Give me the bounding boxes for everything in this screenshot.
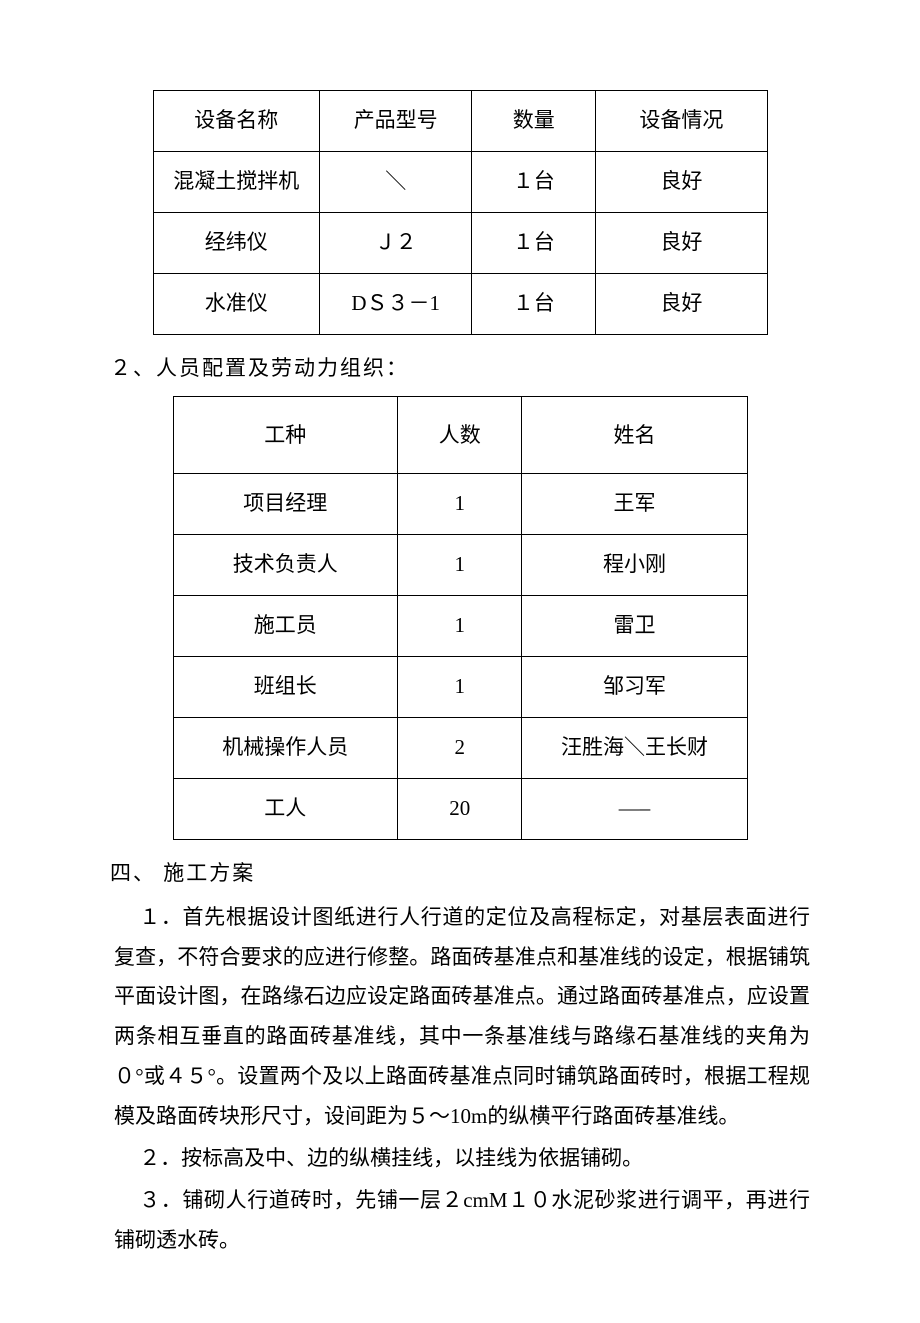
cell: 邹习军: [522, 657, 747, 718]
cell: 项目经理: [173, 474, 398, 535]
cell: 施工员: [173, 596, 398, 657]
cell: 良好: [596, 151, 767, 212]
cell: 混凝土搅拌机: [153, 151, 320, 212]
cell: １台: [472, 151, 596, 212]
cell: 1: [398, 535, 522, 596]
cell: 2: [398, 718, 522, 779]
cell: 雷卫: [522, 596, 747, 657]
cell: 汪胜海＼王长财: [522, 718, 747, 779]
cell: 1: [398, 474, 522, 535]
table-row: 工人 20 —–: [173, 778, 747, 839]
table-row: 项目经理 1 王军: [173, 474, 747, 535]
table-row: 班组长 1 邹习军: [173, 657, 747, 718]
cell: 王军: [522, 474, 747, 535]
table-row: 技术负责人 1 程小刚: [173, 535, 747, 596]
table-row: 机械操作人员 2 汪胜海＼王长财: [173, 718, 747, 779]
cell: DＳ３－1: [320, 273, 472, 334]
cell: 1: [398, 657, 522, 718]
table-header-row: 设备名称 产品型号 数量 设备情况: [153, 91, 767, 152]
col-header: 设备情况: [596, 91, 767, 152]
equipment-table: 设备名称 产品型号 数量 设备情况 混凝土搅拌机 ＼ １台 良好 经纬仪 Ｊ２ …: [153, 90, 768, 335]
table-row: 施工员 1 雷卫: [173, 596, 747, 657]
col-header: 人数: [398, 397, 522, 474]
paragraph-3: ３．铺砌人行道砖时，先铺一层２cmM１０水泥砂浆进行调平，再进行铺砌透水砖。: [110, 1181, 810, 1261]
cell: 经纬仪: [153, 212, 320, 273]
table-row: 水准仪 DＳ３－1 １台 良好: [153, 273, 767, 334]
table-row: 经纬仪 Ｊ２ １台 良好: [153, 212, 767, 273]
cell: 良好: [596, 212, 767, 273]
cell: 技术负责人: [173, 535, 398, 596]
cell: 20: [398, 778, 522, 839]
col-header: 工种: [173, 397, 398, 474]
personnel-heading: ２、人员配置及劳动力组织：: [110, 349, 810, 389]
cell: １台: [472, 212, 596, 273]
cell: 1: [398, 596, 522, 657]
cell: 良好: [596, 273, 767, 334]
cell: 机械操作人员: [173, 718, 398, 779]
cell: ＼: [320, 151, 472, 212]
col-header: 产品型号: [320, 91, 472, 152]
table-header-row: 工种 人数 姓名: [173, 397, 747, 474]
col-header: 设备名称: [153, 91, 320, 152]
personnel-table: 工种 人数 姓名 项目经理 1 王军 技术负责人 1 程小刚 施工员 1 雷卫 …: [173, 396, 748, 839]
cell: １台: [472, 273, 596, 334]
cell: 工人: [173, 778, 398, 839]
paragraph-1: １．首先根据设计图纸进行人行道的定位及高程标定，对基层表面进行复查，不符合要求的…: [110, 898, 810, 1137]
cell: 水准仪: [153, 273, 320, 334]
col-header: 数量: [472, 91, 596, 152]
section-4-heading: 四、 施工方案: [110, 854, 810, 894]
col-header: 姓名: [522, 397, 747, 474]
paragraph-2: ２．按标高及中、边的纵横挂线，以挂线为依据铺砌。: [110, 1139, 810, 1179]
cell: 程小刚: [522, 535, 747, 596]
table-row: 混凝土搅拌机 ＼ １台 良好: [153, 151, 767, 212]
cell: Ｊ２: [320, 212, 472, 273]
cell: —–: [522, 778, 747, 839]
cell: 班组长: [173, 657, 398, 718]
